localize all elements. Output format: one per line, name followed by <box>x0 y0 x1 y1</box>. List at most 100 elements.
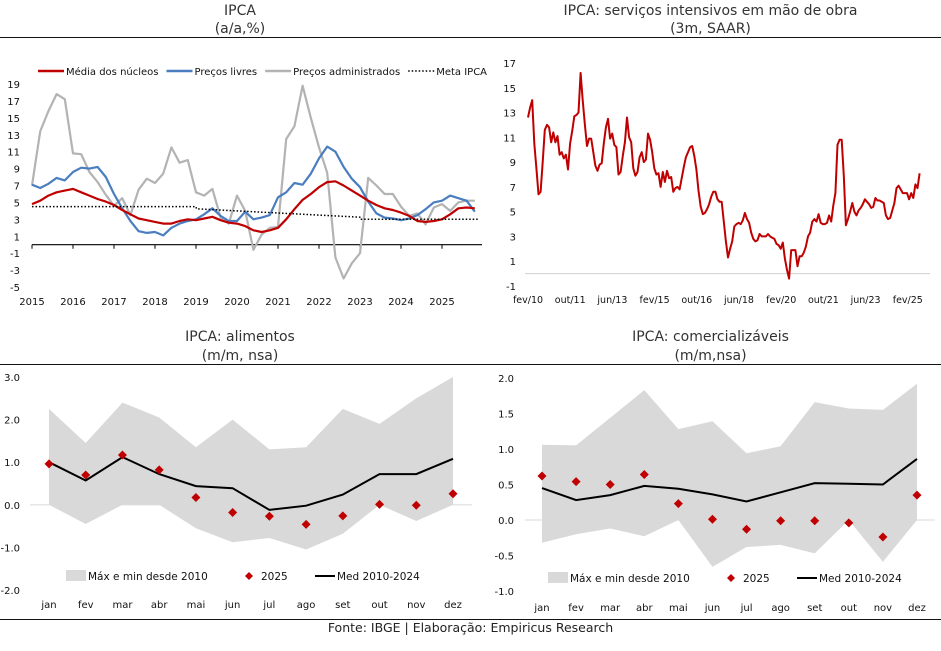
x-tick-label: fev/15 <box>640 295 670 306</box>
y-tick-label: 11 <box>503 133 516 144</box>
x-tick-label: out <box>841 603 857 614</box>
legend-label: 2025 <box>743 573 770 585</box>
x-tick-label: jun/13 <box>596 295 627 306</box>
y-tick-label: 15 <box>503 84 516 95</box>
y-tick-label: 13 <box>503 109 516 120</box>
y-tick-label: -5 <box>10 283 20 294</box>
legend-label: Máx e min desde 2010 <box>88 571 208 583</box>
y-tick-label: -2.0 <box>0 586 20 597</box>
x-tick-label: 2021 <box>265 297 290 308</box>
legend-label: 2025 <box>261 571 288 583</box>
panel-alimentos: IPCA: alimentos (m/m, nsa) <box>0 320 480 620</box>
series-line-pre-os-livres <box>31 145 476 237</box>
x-tick-label: jun <box>704 603 720 614</box>
x-tick-label: mai <box>669 603 688 614</box>
y-tick-label: 3.0 <box>4 373 20 384</box>
y-tick-label: 17 <box>7 97 20 108</box>
y-tick-label: 1.0 <box>4 458 20 469</box>
x-tick-label: 2018 <box>142 297 167 308</box>
panel-comercializaveis: IPCA: comercializáveis (m/m,nsa) <box>480 320 941 620</box>
x-tick-label: ago <box>771 603 790 614</box>
y-tick-label: 5 <box>510 208 516 219</box>
point-2025 <box>878 532 888 542</box>
point-2025 <box>571 477 581 487</box>
series-line-servicos <box>527 71 921 280</box>
legend-label: Preços livres <box>195 67 258 78</box>
chart-subtitle: (m/m,nsa) <box>674 348 747 364</box>
x-tick-label: 2015 <box>19 297 44 308</box>
footer-rule <box>0 619 941 620</box>
legend-label: Med 2010-2024 <box>337 571 420 583</box>
series-line-median <box>541 458 918 503</box>
y-tick-label: 0.5 <box>498 481 514 492</box>
y-tick-label: 3 <box>14 215 20 226</box>
x-tick-label: ago <box>297 600 316 611</box>
x-tick-label: 2020 <box>224 297 249 308</box>
x-tick-label: out/11 <box>555 295 586 306</box>
y-tick-label: -1.0 <box>0 543 20 554</box>
x-tick-label: fev/20 <box>766 295 796 306</box>
x-tick-label: dez <box>444 600 462 611</box>
x-tick-label: jun <box>224 600 240 611</box>
y-tick-label: 11 <box>7 148 20 159</box>
x-tick-label: set <box>335 600 350 611</box>
point-2025 <box>264 511 274 521</box>
y-tick-label: 13 <box>7 131 20 142</box>
x-tick-label: mar <box>600 603 621 614</box>
y-tick-label: 9 <box>14 165 20 176</box>
legend-label: Preços administrados <box>293 67 400 78</box>
legend-label: Meta IPCA <box>436 67 487 78</box>
point-2025 <box>411 500 421 510</box>
point-2025 <box>375 499 385 509</box>
source-note: Fonte: IBGE | Elaboração: Empiricus Rese… <box>327 620 614 635</box>
series-line-pre-os-administrados <box>30 84 475 280</box>
point-2025 <box>707 514 717 524</box>
x-tick-label: jan <box>40 600 56 611</box>
y-tick-label: 17 <box>503 59 516 70</box>
y-tick-label: -0.5 <box>494 552 514 563</box>
point-2025 <box>81 470 91 480</box>
x-tick-label: abr <box>636 603 653 614</box>
point-2025 <box>191 493 201 503</box>
x-tick-label: out/21 <box>808 295 839 306</box>
chart-subtitle: (m/m, nsa) <box>201 348 279 364</box>
band-max-min <box>49 377 453 550</box>
point-2025 <box>776 516 786 526</box>
y-tick-label: -1 <box>506 282 516 293</box>
point-2025 <box>301 519 311 529</box>
x-tick-label: 2025 <box>429 297 454 308</box>
point-2025 <box>605 480 615 489</box>
y-tick-label: 1 <box>510 257 516 268</box>
point-2025 <box>338 511 348 521</box>
x-tick-label: 2022 <box>306 297 331 308</box>
x-tick-label: fev/10 <box>513 295 543 306</box>
y-tick-label: 15 <box>7 114 20 125</box>
chart-subtitle: (a/a,%) <box>214 21 266 37</box>
x-tick-label: fev <box>78 600 94 611</box>
x-tick-label: 2023 <box>347 297 372 308</box>
chart-title: IPCA: serviços intensivos em mão de obra <box>563 3 858 19</box>
point-2025 <box>154 465 164 475</box>
series-line-median <box>48 455 454 511</box>
x-tick-label: jun/18 <box>723 295 754 306</box>
x-tick-label: abr <box>151 600 168 611</box>
legend-swatch-band <box>66 570 86 581</box>
legend-swatch-2025 <box>245 572 253 580</box>
y-tick-label: -1 <box>10 249 20 260</box>
series-line-meta-ipca <box>32 205 479 221</box>
x-tick-label: nov <box>874 603 892 614</box>
x-tick-label: mar <box>112 600 133 611</box>
legend-label: Med 2010-2024 <box>819 573 902 585</box>
x-tick-label: 2024 <box>388 297 413 308</box>
x-tick-label: out <box>371 600 387 611</box>
x-tick-label: set <box>807 603 822 614</box>
y-tick-label: 0.0 <box>4 501 20 512</box>
y-tick-label: -1.0 <box>494 587 514 598</box>
x-tick-label: jul <box>262 600 275 611</box>
x-tick-label: mai <box>187 600 206 611</box>
point-2025 <box>742 524 752 534</box>
band-max-min <box>542 383 917 567</box>
point-2025 <box>639 470 649 480</box>
point-2025 <box>228 507 238 517</box>
